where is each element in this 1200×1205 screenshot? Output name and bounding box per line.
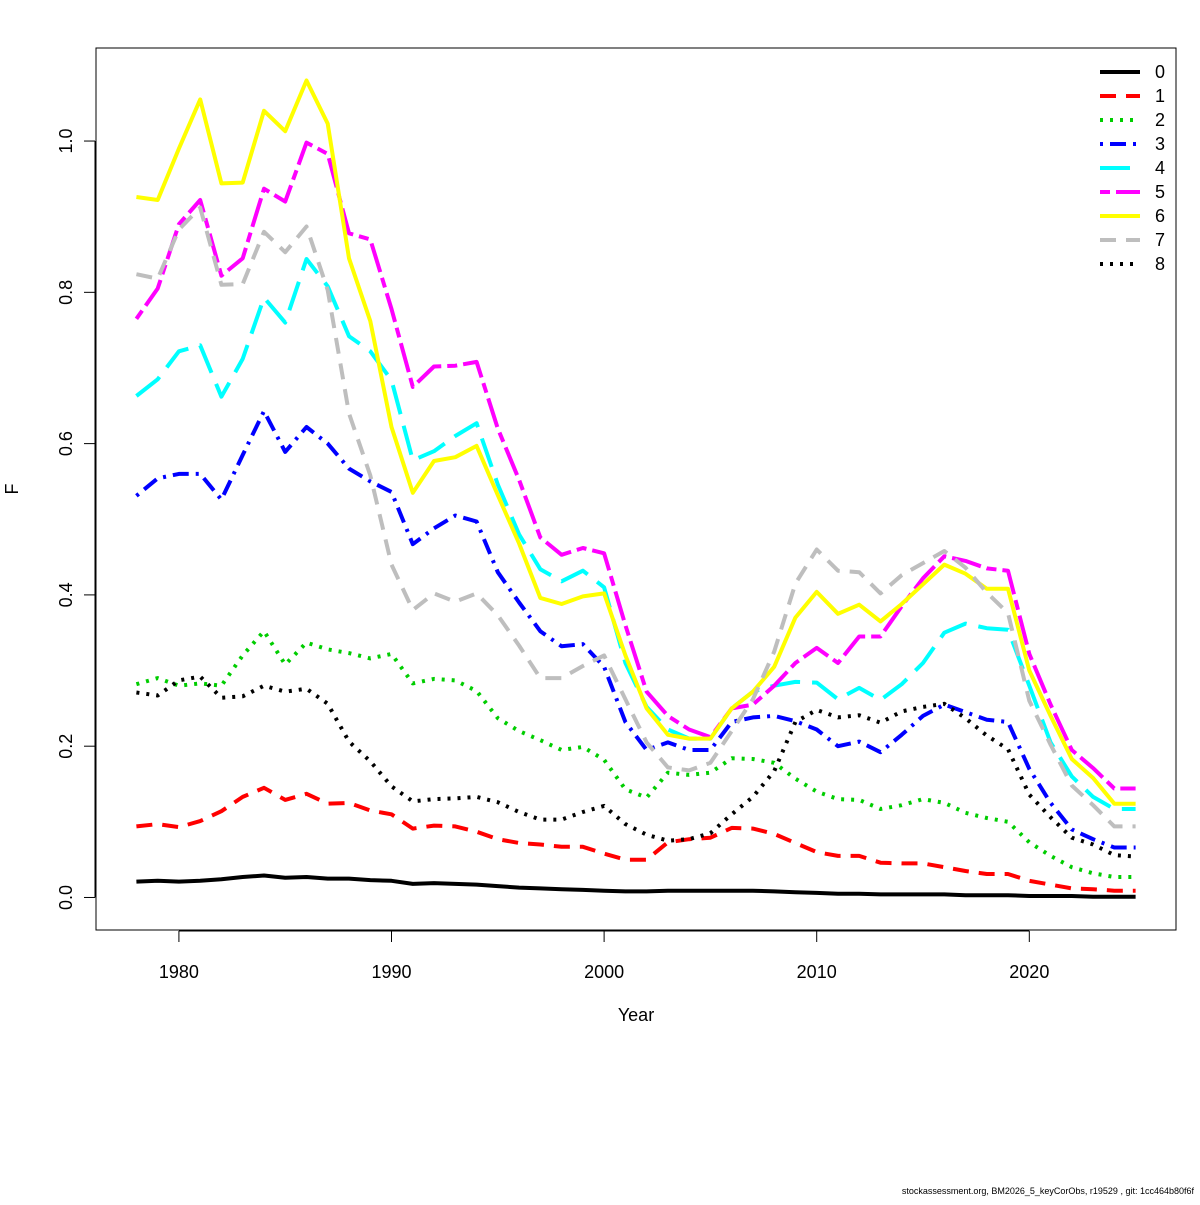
series-line-6	[136, 78, 1136, 806]
legend-label-8: 8	[1155, 254, 1165, 274]
x-tick-label: 1980	[159, 962, 199, 982]
legend-label-5: 5	[1155, 182, 1165, 202]
legend-label-6: 6	[1155, 206, 1165, 226]
x-axis-label: Year	[618, 1005, 654, 1025]
legend: 0 1 2 3 4 5 6 7 8	[1100, 62, 1165, 274]
y-axis: 0.0 0.2 0.4 0.6 0.8 1.0	[56, 129, 96, 910]
series-line-0	[136, 873, 1136, 899]
legend-label-2: 2	[1155, 110, 1165, 130]
series-line-2	[135, 629, 1136, 879]
y-axis-label: F	[2, 484, 22, 495]
series-line-4	[135, 257, 1136, 811]
legend-label-1: 1	[1155, 86, 1165, 106]
y-tick-label: 0.8	[56, 280, 76, 305]
series-line-8	[136, 674, 1136, 859]
y-tick-label: 1.0	[56, 129, 76, 154]
x-tick-label: 2020	[1009, 962, 1049, 982]
series-line-3	[135, 409, 1136, 850]
y-tick-label: 0.2	[56, 734, 76, 759]
x-tick-label: 2010	[797, 962, 837, 982]
series-line-7	[135, 205, 1136, 829]
x-tick-label: 1990	[371, 962, 411, 982]
plot-frame	[95, 47, 1177, 931]
y-tick-label: 0.0	[56, 885, 76, 910]
series-line-5	[134, 140, 1136, 791]
series-line-1	[136, 785, 1136, 893]
legend-label-7: 7	[1155, 230, 1165, 250]
y-tick-label: 0.6	[56, 431, 76, 456]
legend-label-4: 4	[1155, 158, 1165, 178]
legend-label-3: 3	[1155, 134, 1165, 154]
x-axis: 1980 1990 2000 2010 2020	[159, 930, 1049, 982]
x-tick-label: 2000	[584, 962, 624, 982]
y-tick-label: 0.4	[56, 582, 76, 607]
footer-credit: stockassessment.org, BM2026_5_keyCorObs,…	[901, 1186, 1194, 1196]
legend-label-0: 0	[1155, 62, 1165, 82]
series-layer	[134, 78, 1136, 899]
